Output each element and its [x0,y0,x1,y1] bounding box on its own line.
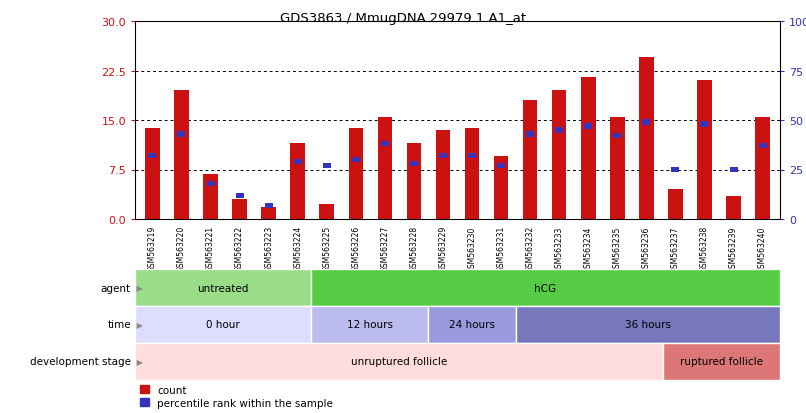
Bar [145,128,160,219]
Bar [206,181,214,187]
Bar [381,142,388,147]
Text: ▶: ▶ [134,320,143,329]
Bar [726,197,741,219]
Bar [428,306,516,343]
Bar [264,203,272,208]
Bar [290,144,305,219]
Bar [436,131,451,219]
Bar [261,208,276,219]
Bar [410,161,418,167]
Bar [319,205,334,219]
Text: ▶: ▶ [134,283,143,292]
Bar [523,101,538,219]
Bar [377,117,393,219]
Bar [174,91,189,219]
Bar [203,175,218,219]
Bar [311,269,780,306]
Text: development stage: development stage [30,357,131,367]
Text: 36 hours: 36 hours [625,320,671,330]
Bar [642,120,650,125]
Bar [494,157,509,219]
Bar [148,154,156,159]
Bar [671,167,679,173]
Bar [135,269,311,306]
Bar [526,132,534,137]
Bar [516,306,780,343]
Bar [639,58,654,219]
Bar [663,343,780,380]
Bar [135,343,663,380]
Bar [497,164,505,169]
Bar [293,159,301,165]
Bar [581,78,596,219]
Bar [232,200,247,219]
Bar [613,134,621,139]
Text: untreated: untreated [197,283,248,293]
Bar [135,306,311,343]
Bar [468,154,476,159]
Text: 24 hours: 24 hours [449,320,495,330]
Text: 0 hour: 0 hour [206,320,240,330]
Text: unruptured follicle: unruptured follicle [351,357,447,367]
Bar [697,81,712,219]
Bar [668,190,683,219]
Bar [348,128,363,219]
Text: ▶: ▶ [134,357,143,366]
Bar [235,193,243,198]
Text: 12 hours: 12 hours [347,320,393,330]
Text: time: time [107,320,131,330]
Bar [555,128,563,133]
Bar [311,306,428,343]
Bar [755,117,770,219]
Text: GDS3863 / MmugDNA.29979.1.A1_at: GDS3863 / MmugDNA.29979.1.A1_at [280,12,526,25]
Bar [439,154,447,159]
Text: ruptured follicle: ruptured follicle [680,357,762,367]
Bar [610,117,625,219]
Bar [177,132,185,137]
Text: agent: agent [101,283,131,293]
Bar [552,91,567,219]
Bar [407,144,422,219]
Bar [465,128,480,219]
Bar [584,124,592,129]
Text: hCG: hCG [534,283,556,293]
Bar [322,164,330,169]
Bar [351,158,359,163]
Bar [700,122,708,127]
Bar [758,144,767,149]
Bar [729,167,737,173]
Legend: count, percentile rank within the sample: count, percentile rank within the sample [140,385,333,408]
